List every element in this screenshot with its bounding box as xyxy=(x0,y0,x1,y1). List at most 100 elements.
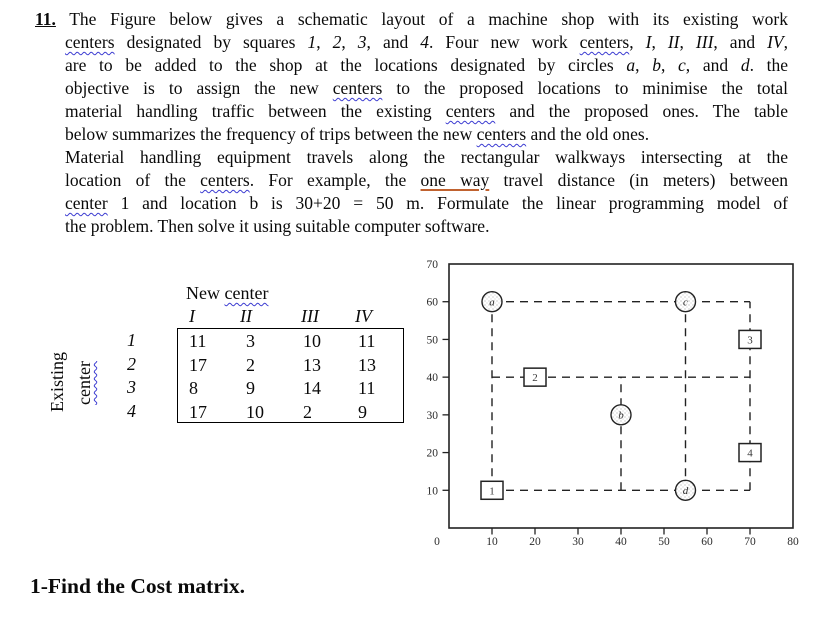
x-axis-tick-label: 40 xyxy=(615,536,627,548)
paragraph-text: . For example, the xyxy=(249,170,421,190)
problem-statement: 11. The Figure below gives a schematic l… xyxy=(35,8,788,238)
paragraph-text: , xyxy=(316,32,333,52)
existing-center-label: 4 xyxy=(747,448,753,460)
paragraph-text: , xyxy=(629,32,646,52)
y-axis-tick-label: 50 xyxy=(427,334,439,346)
table-title-text: New center xyxy=(186,283,268,303)
column-header-II: II xyxy=(240,306,252,326)
paragraph-text: 11. xyxy=(35,9,56,29)
table-cell: 11 xyxy=(189,331,207,351)
paragraph-line: the problem. Then solve it using suitabl… xyxy=(65,215,788,238)
paragraph-text: 4 xyxy=(420,32,429,52)
new-location-circle-c xyxy=(674,291,697,313)
x-axis-tick-label: 10 xyxy=(486,536,498,548)
paragraph-line: objective is to assign the new centers t… xyxy=(65,77,788,100)
table-cell: 17 xyxy=(189,401,207,422)
table-cell: 11 xyxy=(358,331,376,351)
paragraph-text: material handling traffic between the ex… xyxy=(65,101,446,121)
x-axis-tick-label: 60 xyxy=(701,536,713,548)
paragraph-text: , and xyxy=(713,32,768,52)
y-axis-tick-label: 60 xyxy=(427,297,439,309)
paragraph-line: are to be added to the shop at the locat… xyxy=(65,54,788,77)
paragraph-text: , xyxy=(651,32,668,52)
paragraph-text: are to be added to the shop at the locat… xyxy=(65,55,627,75)
spellcheck-word: centers xyxy=(332,78,383,98)
paragraph-text: d xyxy=(740,55,750,75)
x-axis-tick-label: 20 xyxy=(529,536,541,548)
paragraph-text: , and xyxy=(685,55,741,75)
existing-center-label: 3 xyxy=(747,334,753,346)
paragraph-text: . Four new work xyxy=(429,32,580,52)
new-location-label: d xyxy=(683,485,689,497)
existing-center-label: 1 xyxy=(489,485,495,497)
paragraph-text: The Figure below gives a schematic layou… xyxy=(55,9,788,29)
paragraph-text: and the old ones. xyxy=(526,124,650,144)
row-header-2: 2 xyxy=(127,353,136,374)
table-data-box: 11 3 10 11 17 2 13 13 8 9 14 11 17 10 2 9 xyxy=(177,328,404,423)
existing-center-square-4 xyxy=(738,442,762,463)
paragraph-text: I xyxy=(645,32,652,52)
paragraph-text: below summarizes the frequency of trips … xyxy=(65,124,477,144)
table-cell: 10 xyxy=(246,401,264,422)
paragraph-text: IV xyxy=(767,32,784,52)
new-location-circle-b xyxy=(610,404,632,426)
spellcheck-word: centers xyxy=(200,170,250,190)
paragraph-text: to the proposed locations to minimise th… xyxy=(382,78,788,98)
x-axis-tick-label: 0 xyxy=(434,536,440,548)
paragraph-text: c xyxy=(678,55,686,75)
spellcheck-word: centers xyxy=(445,101,496,121)
paragraph-text: Material handling equipment travels alon… xyxy=(65,147,788,167)
table-side-label-existing: Existing xyxy=(47,352,67,413)
paragraph-text: designated by squares xyxy=(114,32,308,52)
paragraph-line: location of the centers. For example, th… xyxy=(65,169,788,192)
paragraph-text: , and xyxy=(366,32,421,52)
paragraph-text: objective is to assign the new xyxy=(65,78,333,98)
table-cell: 11 xyxy=(358,378,376,399)
table-cell: 13 xyxy=(358,354,376,375)
existing-center-square-3 xyxy=(738,329,762,350)
table-cell: 9 xyxy=(358,401,367,422)
y-axis-tick-label: 30 xyxy=(427,410,439,422)
table-side-label-center: center xyxy=(73,313,95,453)
bottom-heading: 1-Find the Cost matrix. xyxy=(30,574,245,598)
paragraph-text: travel distance (in meters) between xyxy=(489,170,789,190)
paragraph-line: material handling traffic between the ex… xyxy=(65,100,788,123)
column-header-III: III xyxy=(301,306,319,326)
paragraph-text: , xyxy=(783,32,789,52)
paragraph-text: 2 xyxy=(332,32,342,52)
paragraph-text: III xyxy=(695,32,714,52)
paragraph-text: , xyxy=(660,55,679,75)
spellcheck-word: center xyxy=(224,283,269,303)
table-cell: 2 xyxy=(303,401,312,422)
spellcheck-word: centers xyxy=(476,124,527,144)
existing-center-label: 2 xyxy=(532,372,538,384)
new-location-label: a xyxy=(489,297,495,309)
paragraph-text: , xyxy=(341,32,358,52)
existing-center-square-2 xyxy=(523,367,547,387)
row-header-3: 3 xyxy=(127,377,136,398)
paragraph-text: location of the xyxy=(65,170,201,190)
paragraph-text: 1 xyxy=(307,32,317,52)
new-location-label: b xyxy=(618,410,624,422)
paragraph-text: b xyxy=(652,55,661,75)
layout-figure: 0 10 20 30 40 50 60 70 80 10 20 30 40 50 60 70 1 2 3 4 a b c d xyxy=(427,259,800,548)
paragraph-line: centers designated by squares 1, 2, 3, a… xyxy=(65,31,788,54)
paragraph-text: a xyxy=(626,55,636,75)
existing-center-square-1 xyxy=(480,480,504,501)
paragraph-text: II xyxy=(667,32,680,52)
row-header-4: 4 xyxy=(127,400,136,421)
paragraph-text: , xyxy=(679,32,696,52)
table-title-word: New xyxy=(186,283,225,303)
table-cell: 17 xyxy=(189,354,207,375)
x-axis-tick-label: 30 xyxy=(572,536,584,548)
y-axis-tick-label: 70 xyxy=(427,259,439,271)
grammar-underlined-word: one way xyxy=(420,170,490,190)
spellcheck-word: centers xyxy=(65,32,115,52)
paragraph-line: Material handling equipment travels alon… xyxy=(65,146,788,169)
new-location-label: c xyxy=(683,297,688,309)
table-cell: 3 xyxy=(246,331,255,351)
paragraph-text: the problem. Then solve it using suitabl… xyxy=(65,216,490,236)
paragraph-line: below summarizes the frequency of trips … xyxy=(65,123,788,146)
y-axis-tick-label: 10 xyxy=(427,485,439,497)
column-header-IV: IV xyxy=(355,306,372,326)
